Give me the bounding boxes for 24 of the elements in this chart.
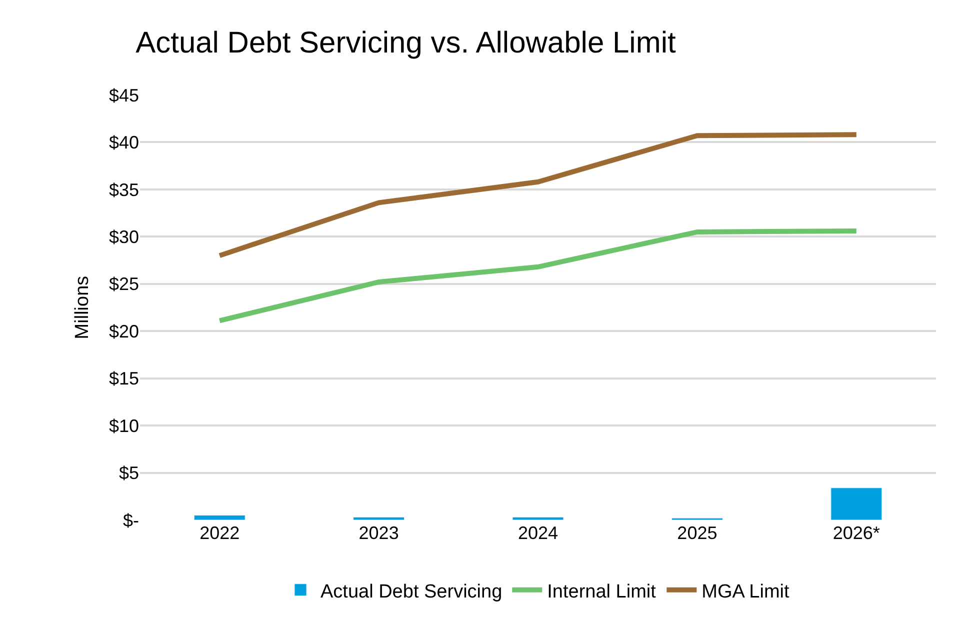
y-tick-label: $35 — [108, 180, 139, 200]
y-tick-label: $10 — [108, 416, 139, 436]
y-tick-label: $20 — [108, 321, 139, 342]
y-tick-label: $40 — [108, 132, 139, 153]
legend-label: Internal Limit — [547, 581, 657, 602]
y-tick-label: $- — [122, 510, 139, 530]
y-tick-label: $15 — [108, 368, 139, 389]
legend-label: MGA Limit — [702, 581, 790, 602]
bar — [194, 515, 246, 520]
y-tick-label: $25 — [108, 274, 139, 294]
bar — [353, 516, 405, 520]
chart-title: Actual Debt Servicing vs. Allowable Limit — [136, 26, 676, 60]
y-axis-title: Millions — [72, 276, 93, 340]
y-tick-label: $5 — [118, 463, 139, 484]
bar — [512, 516, 564, 520]
x-tick-label: 2026* — [832, 523, 880, 543]
x-tick-label: 2024 — [518, 523, 558, 543]
x-tick-label: 2025 — [677, 523, 718, 543]
y-tick-label: $30 — [108, 226, 139, 247]
x-tick-label: 2022 — [200, 523, 240, 543]
bar — [830, 488, 882, 520]
legend-label: Actual Debt Servicing — [320, 581, 502, 602]
y-tick-label: $45 — [108, 85, 139, 106]
x-tick-label: 2023 — [358, 523, 399, 543]
